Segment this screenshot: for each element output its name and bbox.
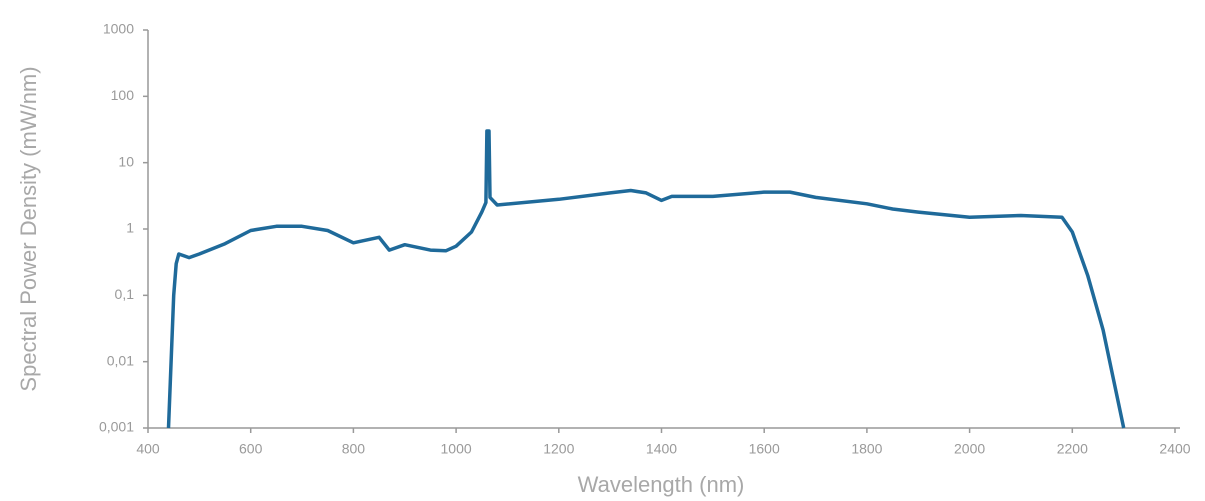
x-tick-label: 2200 <box>1057 441 1088 457</box>
y-axis-title: Spectral Power Density (mW/nm) <box>16 66 41 391</box>
y-tick-label: 10 <box>118 153 134 169</box>
x-tick-label: 800 <box>342 441 366 457</box>
x-tick-label: 1800 <box>851 441 882 457</box>
x-axis-title: Wavelength (nm) <box>578 472 745 497</box>
x-tick-label: 600 <box>239 441 263 457</box>
x-tick-label: 1000 <box>441 441 472 457</box>
x-tick-label: 1200 <box>543 441 574 457</box>
x-tick-label: 1600 <box>749 441 780 457</box>
y-tick-label: 0,1 <box>115 286 135 302</box>
x-tick-label: 2400 <box>1159 441 1190 457</box>
x-tick-label: 400 <box>136 441 160 457</box>
y-tick-label: 100 <box>111 87 135 103</box>
y-tick-label: 0,001 <box>99 419 134 435</box>
x-tick-label: 2000 <box>954 441 985 457</box>
x-tick-label: 1400 <box>646 441 677 457</box>
y-tick-label: 1 <box>126 220 134 236</box>
y-tick-label: 0,01 <box>107 352 134 368</box>
line-series <box>166 129 1126 429</box>
y-tick-label: 1000 <box>103 21 134 37</box>
